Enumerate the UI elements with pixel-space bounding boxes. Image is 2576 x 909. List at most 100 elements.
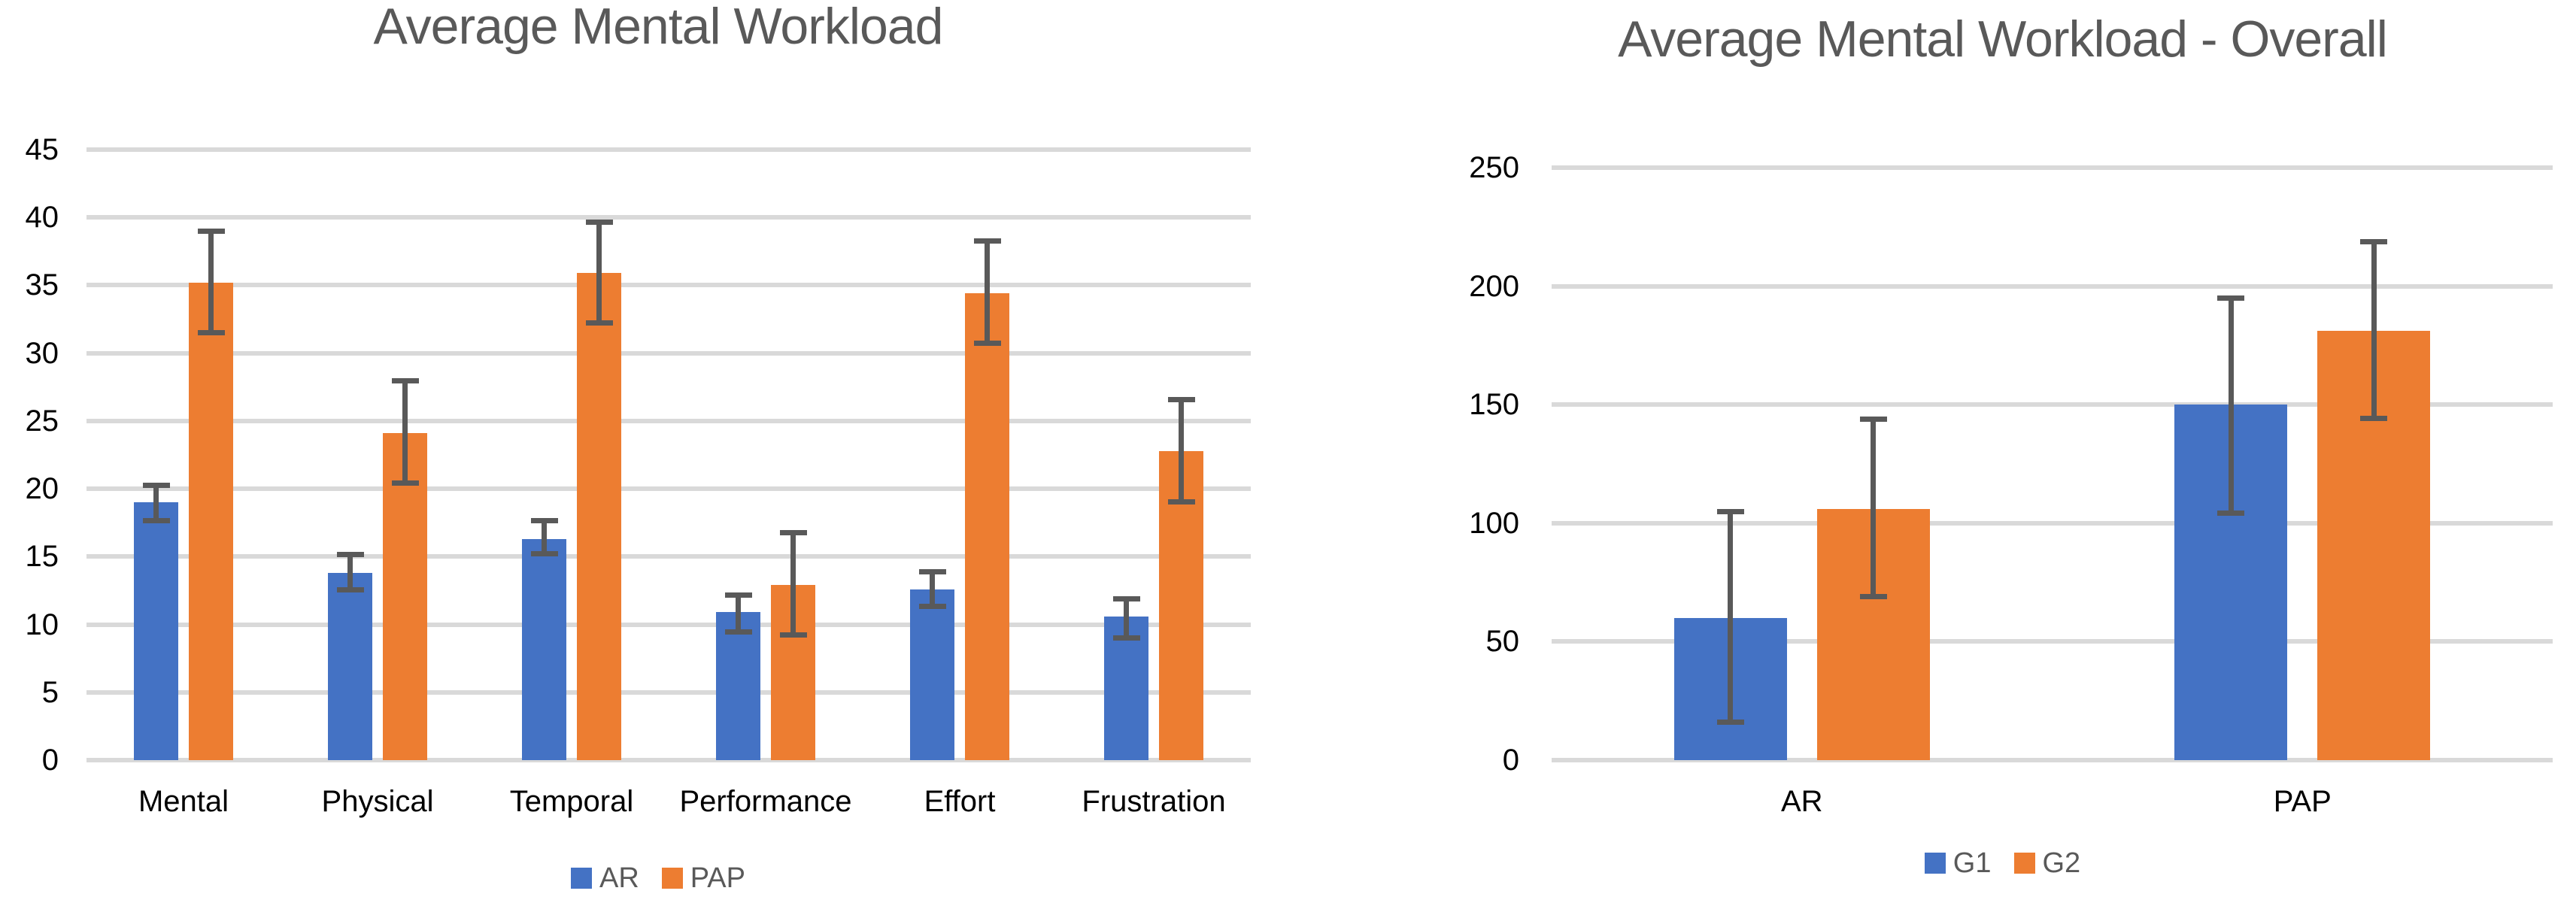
legend-label-g2: G2 [2042,847,2081,879]
error-cap-top [779,529,807,535]
error-cap-bottom [2217,511,2245,517]
error-bar-ar-frustration [1124,598,1129,638]
gridline [86,215,1251,220]
error-cap-bottom [142,518,170,524]
error-bar-g2-ar [1871,419,1877,597]
y-axis-tick-label: 250 [1469,151,1519,184]
error-cap-bottom [724,629,752,635]
y-axis-tick-label: 35 [25,268,59,302]
error-bar-ar-mental [153,484,159,522]
error-cap-top [2217,295,2245,301]
y-axis-tick-label: 30 [25,336,59,370]
x-category-label-temporal: Temporal [509,785,634,818]
legend-label-g1: G1 [1952,847,1992,879]
bar-pap-temporal [577,273,621,760]
legend-item-g2: G2 [2013,847,2081,880]
x-category-label-performance: Performance [679,785,852,818]
gridline [86,350,1251,356]
error-cap-bottom [918,604,946,610]
error-cap-top [336,551,364,557]
error-cap-bottom [973,341,1001,347]
chart-title: Average Mental Workload - Overall [1618,11,2388,68]
y-axis-tick-label: 20 [25,472,59,506]
error-bar-g2-pap [2371,241,2377,420]
gridline [86,418,1251,423]
bar-ar-temporal [522,538,566,760]
y-axis-tick-label: 50 [1485,625,1520,659]
error-bar-g1-pap [2228,298,2234,514]
error-bar-g1-ar [1728,511,1734,723]
legend-item-pap: PAP [661,862,745,895]
gridline [1552,165,2553,170]
error-cap-bottom [530,550,558,556]
error-cap-top [1716,509,1744,515]
error-cap-top [391,377,419,383]
bar-pap-effort [965,293,1009,760]
error-bar-pap-mental [208,231,214,333]
x-category-label-effort: Effort [924,785,996,818]
error-cap-bottom [585,320,613,326]
error-cap-bottom [197,329,225,335]
gridline [86,283,1251,288]
error-cap-top [142,482,170,488]
x-category-label-frustration: Frustration [1082,785,1226,818]
gridline [86,689,1251,695]
gridline [86,622,1251,627]
y-axis-tick-label: 40 [25,201,59,235]
error-cap-top [197,229,225,235]
y-axis-tick-label: 25 [25,404,59,438]
gridline [1552,639,2553,644]
legend-swatch-pap [661,868,683,889]
error-bar-pap-effort [985,240,990,344]
bar-ar-performance [716,612,760,760]
gridline [1552,402,2553,408]
legend: AR PAP [0,862,1316,895]
error-cap-bottom [336,587,364,593]
gridline [86,554,1251,559]
gridline [86,486,1251,492]
y-axis-tick-label: 15 [25,540,59,574]
bar-ar-mental [134,502,178,760]
error-cap-top [585,219,613,225]
bar-pap-mental [189,282,233,760]
error-cap-bottom [2360,416,2388,422]
gridline [1552,283,2553,289]
legend: G1 G2 [1429,847,2576,880]
error-cap-top [2360,238,2388,244]
chart-average-mental-workload: Average Mental Workload 0 5 10 15 20 25 30 35 40… [0,0,1316,895]
legend-swatch-ar [570,868,592,889]
y-axis-tick-label: 150 [1469,388,1519,422]
bar-ar-effort [910,589,954,760]
gridline [86,758,1251,762]
error-cap-top [1859,417,1887,423]
error-cap-bottom [1112,635,1140,641]
error-bar-pap-physical [402,380,408,483]
error-cap-top [918,569,946,575]
error-cap-bottom [391,480,419,486]
error-cap-top [1167,397,1195,403]
gridline [1552,520,2553,526]
error-bar-ar-performance [736,594,741,633]
error-bar-ar-temporal [542,520,547,554]
error-cap-bottom [779,632,807,638]
bar-ar-frustration [1104,616,1148,760]
error-cap-bottom [1167,499,1195,505]
gridline [86,147,1251,152]
legend-item-ar: AR [570,862,639,895]
y-axis-tick-label: 10 [25,608,59,641]
legend-label-ar: AR [599,862,639,894]
legend-label-pap: PAP [690,862,745,894]
error-bar-pap-temporal [596,221,602,323]
y-axis-tick-label: 200 [1469,269,1519,303]
y-axis-tick-label: 5 [41,675,59,709]
legend-swatch-g1 [1924,853,1946,874]
y-axis-tick-label: 0 [41,744,59,777]
x-category-label-ar: AR [1780,785,1823,818]
legend-item-g1: G1 [1924,847,1992,880]
error-cap-bottom [1716,719,1744,725]
error-cap-top [973,238,1001,244]
error-bar-ar-physical [347,553,353,591]
error-cap-top [724,592,752,598]
y-axis-tick-label: 45 [25,133,59,166]
